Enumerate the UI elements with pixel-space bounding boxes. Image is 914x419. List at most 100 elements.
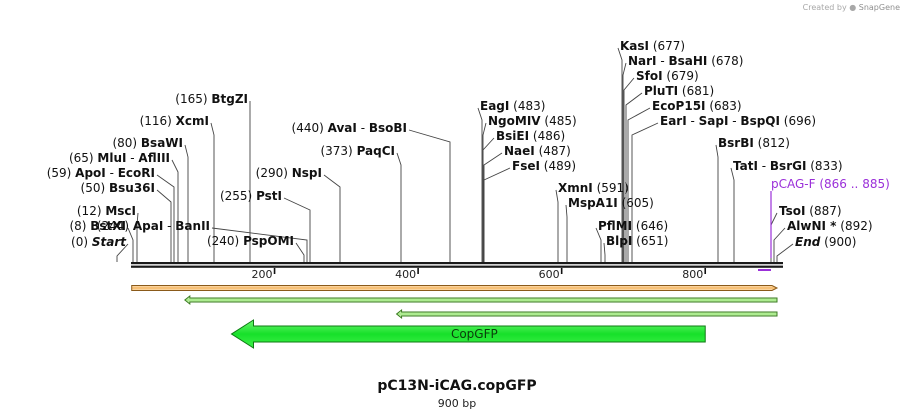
site-leader-line — [127, 227, 134, 262]
restriction-site-label[interactable]: (50) Bsu36I — [81, 181, 155, 195]
site-position: (487) — [535, 144, 571, 158]
restriction-site-label[interactable]: EarI - SapI - BspQI (696) — [660, 114, 816, 128]
feature-arrow[interactable] — [395, 308, 778, 320]
site-leader-line — [408, 129, 451, 262]
restriction-site-label[interactable]: SfoI (679) — [636, 69, 699, 83]
top-strand — [131, 262, 783, 265]
restriction-site-label[interactable]: FseI (489) — [512, 159, 576, 173]
restriction-site-label[interactable]: XmnI (591) — [558, 181, 629, 195]
site-position: (892) — [836, 219, 872, 233]
restriction-site-label[interactable]: (244) ApaI - BanII — [97, 219, 210, 233]
ruler-ticks: 200 400 600 800 — [252, 268, 707, 281]
site-position: (50) — [81, 181, 109, 195]
enzyme-name: EarI — [660, 114, 687, 128]
site-position: (0) — [71, 235, 92, 249]
site-position: (683) — [706, 99, 742, 113]
site-leader-line — [171, 159, 179, 262]
restriction-site-label[interactable]: BsrBI (812) — [718, 136, 790, 150]
site-position: (59) — [47, 166, 75, 180]
enzyme-name: ApaI — [133, 219, 163, 233]
site-leader-line — [156, 189, 172, 262]
enzyme-name: NgoMIV — [488, 114, 541, 128]
site-leader-line — [627, 107, 651, 262]
site-position: (483) — [509, 99, 545, 113]
enzyme-name: BsrBI — [718, 136, 754, 150]
label-separator: - — [728, 114, 740, 128]
restriction-site-label[interactable]: (165) BtgZI — [175, 92, 248, 106]
site-leader-line — [730, 167, 735, 262]
feature-arrow[interactable] — [184, 294, 778, 306]
enzyme-name: End — [795, 235, 821, 249]
site-position: (489) — [540, 159, 576, 173]
restriction-site-label[interactable]: PluTI (681) — [644, 84, 714, 98]
restriction-site-label[interactable]: TatI - BsrGI (833) — [733, 159, 843, 173]
site-leader-line — [715, 144, 719, 262]
site-position: (681) — [678, 84, 714, 98]
restriction-site-label[interactable]: (240) PspOMI — [207, 234, 294, 248]
restriction-site-label[interactable]: TsoI (887) — [779, 204, 842, 218]
enzyme-name: BsoBI — [369, 121, 407, 135]
site-leader-line — [555, 189, 559, 262]
site-leader-line — [595, 227, 602, 262]
site-position: (812) — [754, 136, 790, 150]
restriction-site-label[interactable]: (80) BsaWI — [112, 136, 183, 150]
site-leader-line — [295, 242, 305, 262]
credit-brand: SnapGene — [858, 3, 900, 12]
primer-label[interactable]: pCAG-F (866 .. 885) — [771, 177, 890, 191]
enzyme-name: BanII — [175, 219, 210, 233]
site-position: (678) — [707, 54, 743, 68]
enzyme-name: PstI — [256, 189, 282, 203]
site-leader-line — [116, 243, 129, 262]
site-leader-line — [617, 47, 623, 262]
site-leader-line — [776, 243, 794, 262]
enzyme-name: BlpI — [606, 234, 632, 248]
restriction-site-label[interactable]: (255) PstI — [220, 189, 282, 203]
site-leader-line — [482, 137, 495, 262]
restriction-site-label[interactable]: AlwNI * (892) — [787, 219, 873, 233]
ruler-tick-label: 400 — [395, 268, 416, 281]
label-separator: - — [687, 114, 699, 128]
feature-arrow[interactable] — [131, 285, 779, 291]
restriction-site-label[interactable]: End (900) — [795, 235, 856, 249]
restriction-site-label[interactable]: (59) ApoI - EcoRI — [47, 166, 155, 180]
restriction-site-label[interactable]: (0) Start — [71, 235, 127, 249]
site-labels: (0) Start(8) BstXI(12) MscI(50) Bsu36I(5… — [47, 39, 873, 249]
enzyme-name: EcoRI — [118, 166, 155, 180]
site-position: (591) — [593, 181, 629, 195]
restriction-site-label[interactable]: NaeI (487) — [504, 144, 571, 158]
restriction-site-label[interactable]: KasI (677) — [620, 39, 685, 53]
enzyme-name: TsoI — [779, 204, 805, 218]
site-position: (80) — [112, 136, 140, 150]
restriction-site-label[interactable]: (8) BstXI — [69, 219, 126, 233]
plasmid-name: pC13N-iCAG.copGFP — [377, 378, 537, 394]
site-leader-line — [623, 77, 635, 262]
restriction-site-label[interactable]: (373) PaqCI — [320, 144, 395, 158]
restriction-site-label[interactable]: PflMI (646) — [598, 219, 668, 233]
restriction-site-label[interactable]: (65) MluI - AflIII — [69, 151, 170, 165]
restriction-site-label[interactable]: EcoP15I (683) — [652, 99, 742, 113]
site-position: (8) — [69, 219, 90, 233]
site-leader-line — [477, 107, 483, 262]
restriction-site-label[interactable]: MspA1I (605) — [568, 196, 654, 210]
site-leader-lines — [116, 47, 794, 262]
label-separator: - — [126, 151, 138, 165]
restriction-site-label[interactable]: (290) NspI — [256, 166, 322, 180]
restriction-site-label[interactable]: (12) MscI — [77, 204, 136, 218]
restriction-site-label[interactable]: EagI (483) — [480, 99, 545, 113]
restriction-site-label[interactable]: BlpI (651) — [606, 234, 668, 248]
restriction-site-label[interactable]: NarI - BsaHI (678) — [628, 54, 744, 68]
restriction-site-label[interactable]: (116) XcmI — [140, 114, 209, 128]
label-separator: - — [106, 166, 118, 180]
site-position: (833) — [806, 159, 842, 173]
enzyme-name: MspA1I — [568, 196, 618, 210]
site-position: (116) — [140, 114, 176, 128]
site-leader-line — [210, 122, 215, 262]
bottom-strand — [131, 265, 783, 268]
restriction-site-label[interactable]: NgoMIV (485) — [488, 114, 577, 128]
feature-copgfp[interactable] — [230, 319, 706, 349]
credit-text: Created by — [802, 3, 847, 12]
restriction-site-label[interactable]: BsiEI (486) — [496, 129, 565, 143]
enzyme-name: KasI — [620, 39, 649, 53]
primer-pcag-f[interactable]: pCAG-F (866 .. 885) — [758, 177, 890, 271]
restriction-site-label[interactable]: (440) AvaI - BsoBI — [292, 121, 407, 135]
